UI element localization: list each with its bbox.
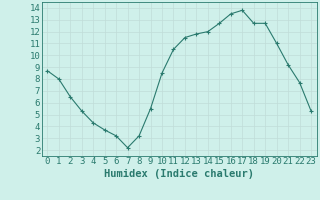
X-axis label: Humidex (Indice chaleur): Humidex (Indice chaleur) [104, 169, 254, 179]
